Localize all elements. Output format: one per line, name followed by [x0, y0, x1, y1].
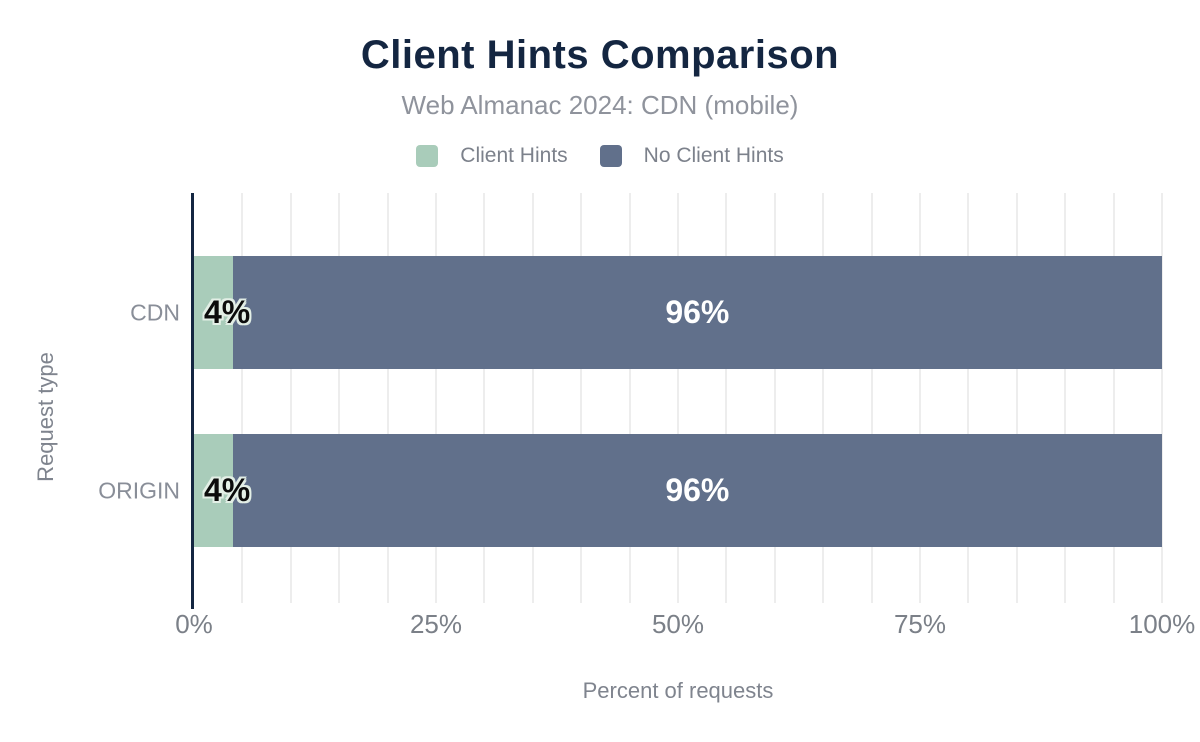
bar-segment-client-hints [194, 256, 233, 369]
chart-subtitle: Web Almanac 2024: CDN (mobile) [401, 90, 799, 120]
gridline [1015, 193, 1018, 603]
gridline [289, 193, 292, 603]
gridline [677, 193, 679, 603]
legend-item-client-hints: Client Hints [416, 144, 568, 168]
gridline [1112, 193, 1115, 603]
gridline [241, 193, 244, 603]
gridline [580, 193, 583, 603]
gridline [1161, 193, 1163, 603]
gridline [386, 193, 389, 603]
gridline [870, 193, 873, 603]
legend-item-no-client-hints: No Client Hints [599, 144, 784, 168]
gridline [483, 193, 486, 603]
category-label-cdn: CDN [130, 299, 180, 325]
legend-label: Client Hints [460, 144, 568, 167]
x-axis-title: Percent of requests [582, 678, 774, 703]
x-tick-label-25-: 25% [409, 609, 463, 639]
gridline [919, 193, 921, 603]
bar-segment-no-client-hints [232, 434, 1162, 547]
gridline [725, 193, 728, 603]
gridline [967, 193, 970, 603]
bar-value-label: 96% [665, 294, 730, 330]
gridline [338, 193, 341, 603]
x-tick-label-50-: 50% [651, 609, 705, 639]
gridline [822, 193, 825, 603]
bar-row-origin: 4% 96% [194, 434, 1162, 547]
x-tick-label-0-: 0% [175, 609, 213, 639]
y-axis-title: Request type [33, 352, 58, 482]
gridline [628, 193, 631, 603]
legend-label: No Client Hints [643, 144, 784, 167]
gridline [1064, 193, 1067, 603]
bar-segment-no-client-hints [232, 256, 1162, 369]
gridline [531, 193, 534, 603]
y-axis-line [191, 193, 194, 609]
chart-title: Client Hints Comparison [360, 33, 840, 77]
legend-swatch-client-hints [416, 145, 439, 167]
bar-segment-client-hints [194, 434, 233, 547]
x-tick-label-100-: 100% [1128, 609, 1196, 639]
bar-value-label: 4% [204, 294, 251, 330]
bar-value-label: 96% [665, 472, 730, 508]
bar-value-label: 4% [204, 472, 251, 508]
x-tick-label-75-: 75% [893, 609, 947, 639]
legend-swatch-no-client-hints [599, 145, 622, 167]
gridline [773, 193, 776, 603]
plot-area: 4% 96% 4% 96% [191, 193, 1163, 609]
legend: Client Hints No Client Hints [0, 143, 1200, 169]
gridline [435, 193, 437, 603]
bar-row-cdn: 4% 96% [194, 256, 1162, 369]
category-label-origin: ORIGIN [98, 477, 180, 503]
